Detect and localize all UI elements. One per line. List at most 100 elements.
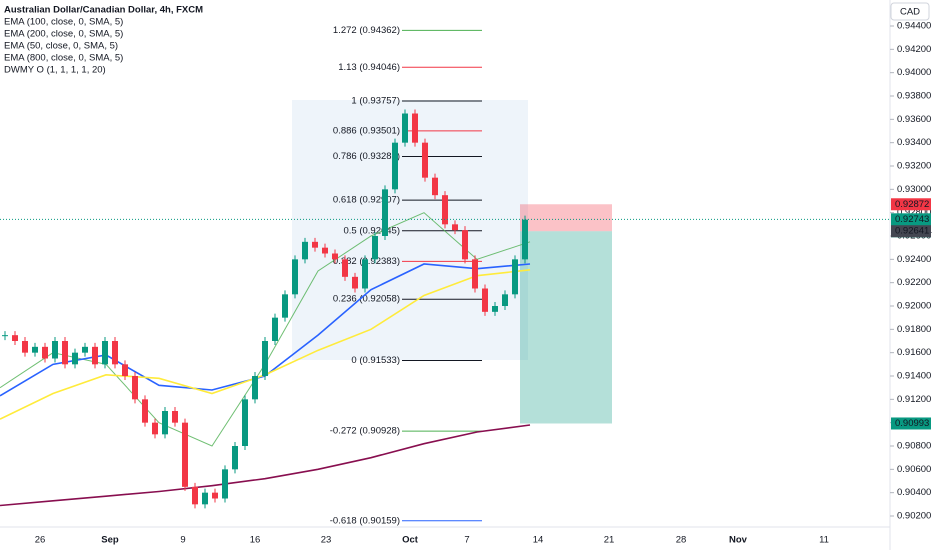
currency-label[interactable]: CAD	[900, 7, 920, 18]
candle-body	[332, 253, 338, 260]
candle-body	[482, 288, 488, 312]
candle-body	[492, 306, 498, 312]
x-tick-label: Nov	[729, 535, 748, 546]
fib-label: 0.236 (0.92058)	[333, 294, 400, 305]
candle-body	[312, 241, 318, 248]
candle-body	[92, 346, 98, 365]
candle-body	[452, 224, 458, 231]
candle-body	[222, 469, 228, 499]
x-tick-label: Sep	[101, 535, 119, 546]
candle-body	[322, 247, 328, 254]
candle-body	[442, 195, 448, 225]
candle-body	[362, 259, 368, 289]
y-tick-label: 0.92400	[897, 254, 931, 265]
fib-label: -0.618 (0.90159)	[330, 515, 400, 526]
fib-label: 1.272 (0.94362)	[333, 25, 400, 36]
candle-body	[32, 346, 38, 353]
y-tick-label: 0.93400	[897, 137, 931, 148]
candle-body	[342, 259, 348, 277]
y-tick-label: 0.93800	[897, 91, 931, 102]
y-tick-label: 0.91800	[897, 324, 931, 335]
candle-body	[112, 341, 118, 365]
candle-body	[252, 376, 258, 400]
candle-body	[232, 446, 238, 470]
price-tag-label: 0.90993	[895, 418, 929, 429]
y-tick-label: 0.94000	[897, 67, 931, 78]
ema-line	[0, 424, 531, 507]
y-tick-label: 0.90400	[897, 487, 931, 498]
fib-label: 0.5 (0.92645)	[343, 225, 400, 236]
candle-body	[42, 346, 48, 359]
candle-body	[132, 376, 138, 400]
candle-body	[72, 352, 78, 365]
x-tick-label: 11	[819, 535, 829, 546]
x-tick-label: 9	[180, 535, 185, 546]
y-tick-label: 0.91200	[897, 394, 931, 405]
candle-body	[82, 346, 88, 353]
candle-body	[162, 411, 168, 435]
y-tick-label: 0.90800	[897, 441, 931, 452]
y-tick-label: 0.94200	[897, 44, 931, 55]
candle-body	[12, 335, 18, 341]
symbol-title: Australian Dollar/Canadian Dollar, 4h, F…	[4, 5, 203, 16]
indicator: EMA (100, close, 0, SMA, 5)	[4, 17, 123, 28]
candle-body	[182, 422, 188, 487]
indicator: EMA (800, close, 0, SMA, 5)	[4, 53, 123, 64]
fib-label: 0 (0.91533)	[351, 355, 400, 366]
currency-button[interactable]	[890, 2, 930, 21]
fib-zone	[292, 100, 528, 360]
candle-body	[102, 341, 108, 365]
x-tick-label: 28	[676, 535, 687, 546]
y-tick-label: 0.92200	[897, 277, 931, 288]
fib-label: 0.786 (0.93281)	[333, 151, 400, 162]
x-tick-label: Oct	[402, 535, 419, 546]
candle-body	[282, 294, 288, 318]
candle-body	[202, 492, 208, 505]
candle-body	[392, 142, 398, 190]
candle-body	[22, 341, 28, 353]
fib-label: 0.618 (0.92907)	[333, 195, 400, 206]
candle-body	[242, 399, 248, 446]
x-tick-label: 14	[533, 535, 544, 546]
candle-body	[372, 236, 378, 260]
candle-body	[502, 294, 508, 306]
y-tick-label: 0.91400	[897, 371, 931, 382]
y-tick-label: 0.90200	[897, 511, 931, 522]
candle-body	[262, 341, 268, 376]
indicator: DWMY O (1, 1, 1, 1, 20)	[4, 65, 106, 76]
price-tag	[891, 198, 931, 211]
price-tag	[891, 417, 931, 430]
stop-zone	[520, 204, 612, 232]
overlay: Australian Dollar/Canadian Dollar, 4h, F…	[4, 2, 932, 430]
candle-body	[422, 142, 428, 178]
x-tick-label: 7	[464, 535, 469, 546]
y-tick-label: 0.91600	[897, 347, 931, 358]
candle-body	[292, 259, 298, 295]
price-tag	[891, 225, 931, 238]
candle-body	[62, 341, 68, 365]
price-tag-label: 0.92872	[895, 199, 929, 210]
fib-label: 1 (0.93757)	[351, 96, 400, 107]
target-zone	[520, 231, 612, 424]
candle-body	[402, 113, 408, 143]
candle-body	[302, 241, 308, 260]
candle-body	[512, 259, 518, 295]
indicator: EMA (200, close, 0, SMA, 5)	[4, 29, 123, 40]
x-tick-label: 16	[250, 535, 261, 546]
y-tick-label: 0.92000	[897, 301, 931, 312]
candle-body	[382, 189, 388, 236]
candle-body	[172, 411, 178, 423]
candle-body	[2, 335, 8, 337]
candle-body	[142, 399, 148, 423]
candle-body	[192, 486, 198, 505]
candle-body	[272, 317, 278, 341]
candle-body	[52, 341, 58, 359]
candle-body	[122, 364, 128, 376]
candle-body	[412, 113, 418, 143]
fib-label: 0.886 (0.93501)	[333, 125, 400, 136]
indicator: EMA (50, close, 0, SMA, 5)	[4, 41, 118, 52]
y-tick-label: 0.93200	[897, 161, 931, 172]
y-tick-label: 0.93000	[897, 184, 931, 195]
candle-body	[462, 230, 468, 260]
